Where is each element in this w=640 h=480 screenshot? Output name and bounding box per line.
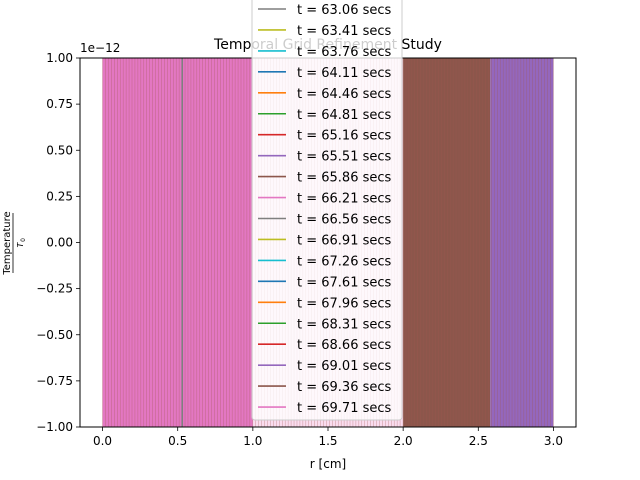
legend-entry: t = 64.46 secs [258, 87, 392, 102]
legend-entry: t = 67.26 secs [258, 254, 392, 269]
legend-entry: t = 65.16 secs [258, 129, 392, 144]
legend-label: t = 67.61 secs [297, 275, 392, 290]
x-tick-label: 1.0 [243, 434, 262, 448]
y-tick-label: −0.25 [36, 282, 73, 296]
legend-label: t = 69.36 secs [297, 380, 392, 395]
legend-entry: t = 68.31 secs [258, 317, 392, 332]
legend-entry: t = 69.36 secs [258, 380, 392, 395]
legend-entry: t = 67.96 secs [258, 296, 392, 311]
y-tick-label: 0.75 [46, 97, 73, 111]
x-tick-label: 2.0 [394, 434, 413, 448]
x-tick-label: 2.5 [469, 434, 488, 448]
legend-label: t = 63.06 secs [297, 3, 392, 18]
legend-label: t = 68.31 secs [297, 317, 392, 332]
y-axis-label: Temperature T 0 [2, 211, 27, 275]
legend-box [251, 0, 403, 421]
legend-label: t = 64.11 secs [297, 66, 392, 81]
legend-label: t = 66.91 secs [297, 233, 392, 248]
y-axis-ticks: −1.00 −0.75 −0.50 −0.25 0.00 0.25 0.50 0.75 1.00 [36, 51, 80, 434]
fill-band-0 [102, 58, 253, 427]
legend-label: t = 64.81 secs [297, 108, 392, 123]
legend-entry: t = 65.86 secs [258, 171, 392, 186]
legend-entry: t = 67.61 secs [258, 275, 392, 290]
fill-band-3 [490, 58, 554, 427]
legend-label: t = 67.26 secs [297, 254, 392, 269]
x-tick-label: 1.5 [318, 434, 337, 448]
y-tick-label: −0.75 [36, 374, 73, 388]
fill-band-2 [403, 58, 491, 427]
x-tick-label: 0.0 [93, 434, 112, 448]
legend-label: t = 68.66 secs [297, 338, 392, 353]
legend-label: t = 65.86 secs [297, 171, 392, 186]
legend-label: t = 64.46 secs [297, 87, 392, 102]
legend-entry: t = 69.01 secs [258, 359, 392, 374]
legend-entry: t = 63.06 secs [258, 3, 392, 18]
legend-label: t = 63.76 secs [297, 45, 392, 60]
legend-label: t = 63.41 secs [297, 24, 392, 39]
y-tick-label: 1.00 [46, 51, 73, 65]
y-tick-label: 0.50 [46, 143, 73, 157]
y-tick-label: −1.00 [36, 420, 73, 434]
legend-entry: t = 69.71 secs [258, 401, 392, 416]
legend-entry: t = 66.21 secs [258, 192, 392, 207]
y-tick-label: 0.00 [46, 236, 73, 250]
legend-label: t = 69.71 secs [297, 401, 392, 416]
x-axis-label: r [cm] [310, 457, 346, 471]
legend-entry: t = 64.81 secs [258, 108, 392, 123]
y-axis-label-subscript: 0 [20, 238, 27, 242]
legend-entry: t = 63.41 secs [258, 24, 392, 39]
legend-label: t = 65.51 secs [297, 150, 392, 165]
y-tick-label: 0.25 [46, 189, 73, 203]
legend-label: t = 66.21 secs [297, 192, 392, 207]
legend-label: t = 67.96 secs [297, 296, 392, 311]
y-axis-label-denominator: T [16, 241, 25, 247]
legend-label: t = 69.01 secs [297, 359, 392, 374]
x-tick-label: 0.5 [168, 434, 187, 448]
legend-entry: t = 63.76 secs [258, 45, 392, 60]
legend-entry: t = 65.51 secs [258, 150, 392, 165]
legend-entry: t = 66.91 secs [258, 233, 392, 248]
legend-entry: t = 68.66 secs [258, 338, 392, 353]
x-axis-ticks: 0.0 0.5 1.0 1.5 2.0 2.5 3.0 [93, 427, 563, 448]
legend: t = 63.06 secs t = 63.41 secs t = 63.76 se… [251, 0, 403, 421]
legend-entry: t = 66.56 secs [258, 213, 392, 228]
legend-label: t = 65.16 secs [297, 129, 392, 144]
y-axis-label-numerator: Temperature [2, 211, 13, 275]
legend-label: t = 66.56 secs [297, 213, 392, 228]
legend-entries: t = 63.06 secs t = 63.41 secs t = 63.76 se… [258, 3, 392, 416]
offset-text: 1e−12 [80, 41, 120, 55]
legend-entry: t = 64.11 secs [258, 66, 392, 81]
x-tick-label: 3.0 [544, 434, 563, 448]
y-tick-label: −0.50 [36, 328, 73, 342]
